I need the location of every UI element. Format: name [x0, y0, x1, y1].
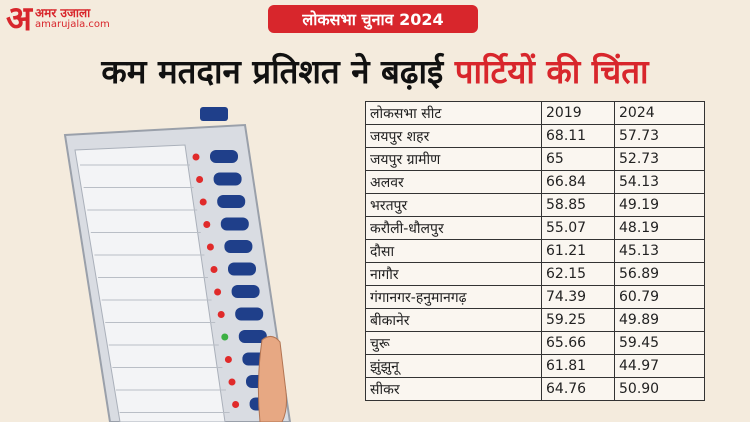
- table-row: गंगानगर-हनुमानगढ़ 74.39 60.79: [365, 285, 705, 309]
- seat-table: लोकसभा सीट 2019 2024 जयपुर शहर 68.11 57.73 जयप…: [365, 101, 705, 401]
- table-cell: जयपुर शहर: [365, 124, 542, 148]
- table-cell: 54.13: [614, 170, 705, 194]
- table-cell: 2024: [614, 101, 705, 125]
- table-row: सीकर 64.76 50.90: [365, 377, 705, 401]
- table-cell: भरतपुर: [365, 193, 542, 217]
- headline-main: कम मतदान प्रतिशत ने बढ़ाई: [101, 52, 444, 91]
- table-cell: जयपुर ग्रामीण: [365, 147, 542, 171]
- badge: लोकसभा चुनाव 2024: [268, 5, 478, 33]
- table-cell: लोकसभा सीट: [365, 101, 542, 125]
- table-cell: 48.19: [614, 216, 705, 240]
- table-cell: 45.13: [614, 239, 705, 263]
- logo-text: अमर उजाला amarujala.com: [35, 7, 110, 30]
- table-cell: गंगानगर-हनुमानगढ़: [365, 285, 542, 309]
- table-cell: 61.81: [541, 354, 615, 378]
- table-cell: 60.79: [614, 285, 705, 309]
- table-cell: चुरू: [365, 331, 542, 355]
- table-row: झुंझुनू 61.81 44.97: [365, 354, 705, 378]
- table-cell: 50.90: [614, 377, 705, 401]
- table-row: भरतपुर 58.85 49.19: [365, 193, 705, 217]
- table-cell: 61.21: [541, 239, 615, 263]
- table-row: नागौर 62.15 56.89: [365, 262, 705, 286]
- table-cell: करौली-धौलपुर: [365, 216, 542, 240]
- logo-name: अमर उजाला: [34, 6, 91, 21]
- table-cell: 55.07: [541, 216, 615, 240]
- table-cell: झुंझुनू: [365, 354, 542, 378]
- table-cell: 65: [541, 147, 615, 171]
- table-row: बीकानेर 59.25 49.89: [365, 308, 705, 332]
- table-row: जयपुर ग्रामीण 65 52.73: [365, 147, 705, 171]
- table-cell: 49.89: [614, 308, 705, 332]
- table-cell: 74.39: [541, 285, 615, 309]
- table-cell: 2019: [541, 101, 615, 125]
- table-cell: 49.19: [614, 193, 705, 217]
- header-row: लोकसभा सीट 2019 2024: [365, 101, 705, 125]
- table-row: जयपुर शहर 68.11 57.73: [365, 124, 705, 148]
- logo-mark: अ: [6, 0, 32, 39]
- table-row: करौली-धौलपुर 55.07 48.19: [365, 216, 705, 240]
- table-cell: 64.76: [541, 377, 615, 401]
- table-cell: 57.73: [614, 124, 705, 148]
- table-cell: 52.73: [614, 147, 705, 171]
- table-row: चुरू 65.66 59.45: [365, 331, 705, 355]
- table-cell: 62.15: [541, 262, 615, 286]
- table-cell: 59.45: [614, 331, 705, 355]
- table-row: दौसा 61.21 45.13: [365, 239, 705, 263]
- table-cell: 68.11: [541, 124, 615, 148]
- headline: कम मतदान प्रतिशत ने बढ़ाई पार्टियों की च…: [0, 48, 750, 93]
- table-cell: बीकानेर: [365, 308, 542, 332]
- table-cell: 58.85: [541, 193, 615, 217]
- table-cell: दौसा: [365, 239, 542, 263]
- table-cell: 56.89: [614, 262, 705, 286]
- table-row: अलवर 66.84 54.13: [365, 170, 705, 194]
- table-cell: नागौर: [365, 262, 542, 286]
- table-cell: 65.66: [541, 331, 615, 355]
- table-cell: 59.25: [541, 308, 615, 332]
- table-cell: अलवर: [365, 170, 542, 194]
- logo: अ अमर उजाला amarujala.com: [6, 2, 110, 36]
- table-cell: 66.84: [541, 170, 615, 194]
- table-cell: सीकर: [365, 377, 542, 401]
- headline-highlight: पार्टियों की चिंता: [454, 52, 649, 91]
- logo-site: amarujala.com: [34, 19, 110, 31]
- table-cell: 44.97: [614, 354, 705, 378]
- evm-illustration: [63, 107, 292, 422]
